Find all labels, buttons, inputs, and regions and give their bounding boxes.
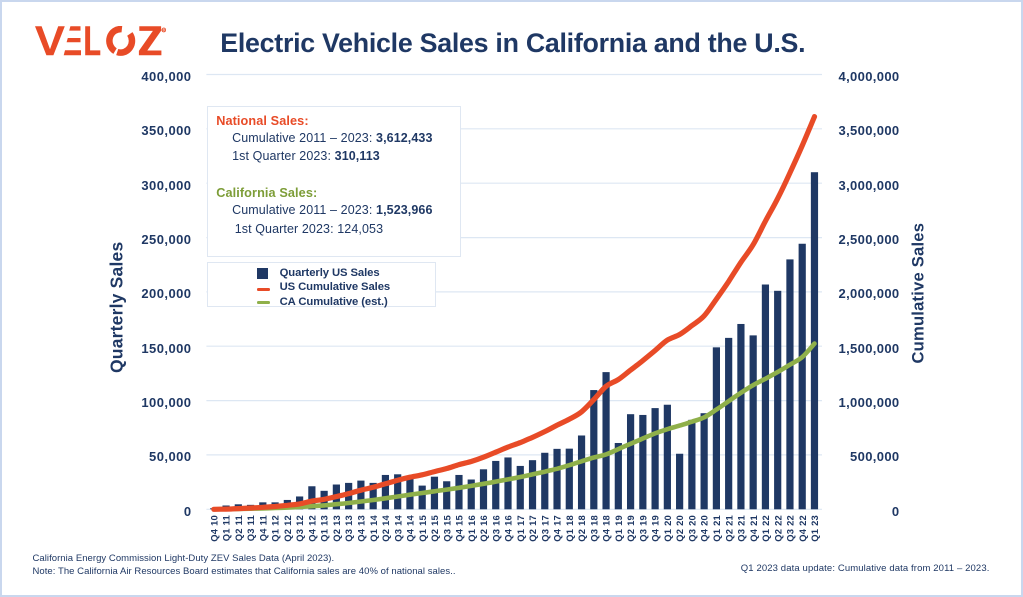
svg-text:Q3 14: Q3 14 — [392, 514, 403, 541]
svg-text:Q1 21: Q1 21 — [711, 515, 722, 542]
svg-text:Q2 21: Q2 21 — [723, 515, 734, 542]
svg-text:Q4 18: Q4 18 — [601, 515, 612, 542]
svg-text:Q1 19: Q1 19 — [613, 515, 624, 542]
svg-text:Q4 10: Q4 10 — [208, 515, 219, 542]
svg-text:Q3 22: Q3 22 — [785, 515, 796, 542]
svg-text:Q1 17: Q1 17 — [515, 515, 526, 542]
svg-text:Q4 13: Q4 13 — [356, 515, 367, 542]
svg-text:Q4 11: Q4 11 — [257, 515, 268, 541]
svg-text:Q1 18: Q1 18 — [564, 515, 575, 542]
svg-text:Q1 12: Q1 12 — [270, 515, 281, 542]
svg-text:Q2 14: Q2 14 — [380, 514, 391, 541]
svg-text:Q2 13: Q2 13 — [331, 515, 342, 542]
svg-text:Q3 16: Q3 16 — [490, 515, 501, 542]
svg-text:Q1 14: Q1 14 — [368, 514, 379, 541]
svg-text:Q3 19: Q3 19 — [637, 515, 648, 542]
svg-text:Q3 21: Q3 21 — [736, 515, 747, 542]
svg-text:Q4 12: Q4 12 — [306, 515, 317, 542]
svg-text:Q3 13: Q3 13 — [343, 515, 354, 542]
svg-text:Q3 17: Q3 17 — [539, 515, 550, 542]
svg-text:Q2 15: Q2 15 — [429, 515, 440, 542]
svg-text:Q4 21: Q4 21 — [748, 515, 759, 542]
svg-text:Q1 16: Q1 16 — [466, 515, 477, 542]
svg-text:Q2 12: Q2 12 — [282, 515, 293, 542]
svg-text:Q2 19: Q2 19 — [625, 515, 636, 542]
svg-text:Q2 17: Q2 17 — [527, 515, 538, 542]
svg-text:Q2 18: Q2 18 — [576, 515, 587, 542]
svg-text:Q2 16: Q2 16 — [478, 515, 489, 542]
svg-text:Q4 22: Q4 22 — [797, 515, 808, 542]
svg-text:Q1 13: Q1 13 — [319, 515, 330, 542]
svg-text:Q1 11: Q1 11 — [221, 515, 232, 541]
svg-text:Q3 18: Q3 18 — [588, 515, 599, 542]
svg-text:Q3 11: Q3 11 — [245, 515, 256, 541]
svg-text:Q4 20: Q4 20 — [699, 515, 710, 542]
svg-text:Q1 23: Q1 23 — [809, 515, 820, 542]
svg-text:R: R — [162, 28, 165, 32]
svg-text:Q2 11: Q2 11 — [233, 515, 244, 541]
svg-text:Q2 20: Q2 20 — [674, 515, 685, 542]
svg-text:Q4 16: Q4 16 — [503, 515, 514, 542]
svg-text:Quarterly Sales: Quarterly Sales — [107, 242, 127, 373]
svg-text:Q2 22: Q2 22 — [772, 515, 783, 542]
svg-text:Q1 15: Q1 15 — [417, 515, 428, 542]
svg-text:Q3 20: Q3 20 — [686, 515, 697, 542]
svg-text:Q4 17: Q4 17 — [552, 515, 563, 542]
svg-text:Cumulative Sales: Cumulative Sales — [908, 223, 927, 364]
svg-text:Q3 15: Q3 15 — [441, 515, 452, 542]
svg-text:Q1 22: Q1 22 — [760, 515, 771, 542]
svg-text:Q4 19: Q4 19 — [650, 515, 661, 542]
svg-text:Q4 15: Q4 15 — [454, 515, 465, 542]
svg-text:Q1 20: Q1 20 — [662, 515, 673, 542]
svg-text:Q4 14: Q4 14 — [405, 514, 416, 541]
svg-text:Q3 12: Q3 12 — [294, 515, 305, 542]
